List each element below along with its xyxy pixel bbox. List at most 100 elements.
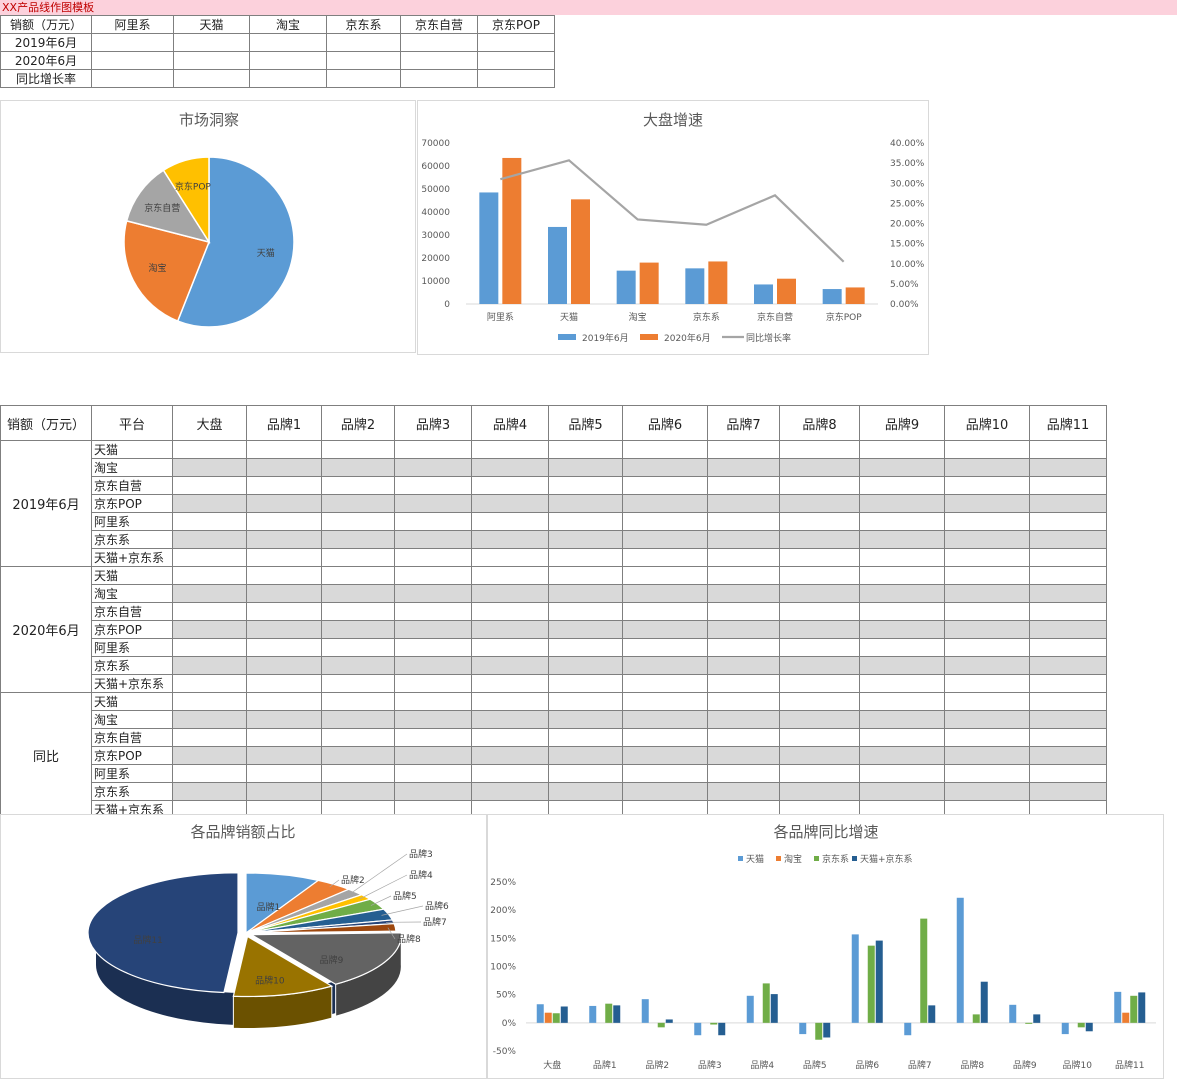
value-cell[interactable] [708,639,780,657]
period-label[interactable]: 2020年6月 [1,567,92,693]
value-cell[interactable] [322,441,395,459]
value-cell[interactable] [780,747,860,765]
value-cell[interactable] [860,711,945,729]
summary-header-cell[interactable]: 京东POP [478,16,555,34]
value-cell[interactable] [1030,765,1107,783]
value-cell[interactable] [549,513,623,531]
value-cell[interactable] [173,495,247,513]
value-cell[interactable] [173,441,247,459]
value-cell[interactable] [472,603,549,621]
summary-header-cell[interactable]: 销额（万元） [1,16,92,34]
value-cell[interactable] [247,603,322,621]
value-cell[interactable] [708,495,780,513]
value-cell[interactable] [708,585,780,603]
platform-label[interactable]: 京东系 [92,657,173,675]
value-cell[interactable] [945,531,1030,549]
value-cell[interactable] [780,783,860,801]
value-cell[interactable] [395,783,472,801]
value-cell[interactable] [945,585,1030,603]
value-cell[interactable] [247,459,322,477]
value-cell[interactable] [945,711,1030,729]
value-cell[interactable] [247,765,322,783]
value-cell[interactable] [472,657,549,675]
summary-value-cell[interactable] [174,70,250,88]
brand-table-header[interactable]: 品牌7 [708,406,780,441]
value-cell[interactable] [173,459,247,477]
value-cell[interactable] [780,531,860,549]
platform-label[interactable]: 天猫+京东系 [92,549,173,567]
platform-label[interactable]: 京东自营 [92,729,173,747]
value-cell[interactable] [708,675,780,693]
value-cell[interactable] [472,585,549,603]
value-cell[interactable] [1030,657,1107,675]
value-cell[interactable] [395,567,472,585]
value-cell[interactable] [322,495,395,513]
value-cell[interactable] [623,585,708,603]
value-cell[interactable] [1030,639,1107,657]
value-cell[interactable] [472,783,549,801]
value-cell[interactable] [1030,747,1107,765]
summary-header-cell[interactable]: 淘宝 [250,16,327,34]
value-cell[interactable] [322,459,395,477]
value-cell[interactable] [623,693,708,711]
value-cell[interactable] [708,477,780,495]
value-cell[interactable] [623,765,708,783]
value-cell[interactable] [780,567,860,585]
value-cell[interactable] [549,441,623,459]
platform-label[interactable]: 淘宝 [92,459,173,477]
value-cell[interactable] [395,693,472,711]
value-cell[interactable] [322,477,395,495]
summary-value-cell[interactable] [92,34,174,52]
value-cell[interactable] [860,567,945,585]
summary-value-cell[interactable] [478,52,555,70]
value-cell[interactable] [708,765,780,783]
value-cell[interactable] [860,549,945,567]
platform-label[interactable]: 淘宝 [92,711,173,729]
value-cell[interactable] [945,639,1030,657]
platform-label[interactable]: 阿里系 [92,639,173,657]
value-cell[interactable] [173,549,247,567]
value-cell[interactable] [472,549,549,567]
value-cell[interactable] [247,621,322,639]
platform-label[interactable]: 京东自营 [92,477,173,495]
value-cell[interactable] [322,657,395,675]
value-cell[interactable] [173,711,247,729]
value-cell[interactable] [860,531,945,549]
value-cell[interactable] [173,693,247,711]
value-cell[interactable] [708,693,780,711]
brand-table-header[interactable]: 平台 [92,406,173,441]
value-cell[interactable] [708,531,780,549]
value-cell[interactable] [708,513,780,531]
value-cell[interactable] [322,765,395,783]
value-cell[interactable] [860,477,945,495]
value-cell[interactable] [395,621,472,639]
value-cell[interactable] [780,765,860,783]
value-cell[interactable] [623,477,708,495]
value-cell[interactable] [549,729,623,747]
value-cell[interactable] [322,711,395,729]
summary-header-cell[interactable]: 京东自营 [401,16,478,34]
value-cell[interactable] [623,441,708,459]
value-cell[interactable] [860,513,945,531]
value-cell[interactable] [247,495,322,513]
value-cell[interactable] [945,783,1030,801]
value-cell[interactable] [247,729,322,747]
value-cell[interactable] [472,693,549,711]
value-cell[interactable] [322,603,395,621]
summary-value-cell[interactable] [478,70,555,88]
value-cell[interactable] [780,729,860,747]
value-cell[interactable] [247,711,322,729]
platform-label[interactable]: 天猫 [92,567,173,585]
value-cell[interactable] [623,783,708,801]
value-cell[interactable] [1030,711,1107,729]
value-cell[interactable] [549,675,623,693]
value-cell[interactable] [247,567,322,585]
value-cell[interactable] [780,657,860,675]
value-cell[interactable] [708,459,780,477]
value-cell[interactable] [1030,603,1107,621]
value-cell[interactable] [780,675,860,693]
value-cell[interactable] [472,441,549,459]
value-cell[interactable] [472,675,549,693]
